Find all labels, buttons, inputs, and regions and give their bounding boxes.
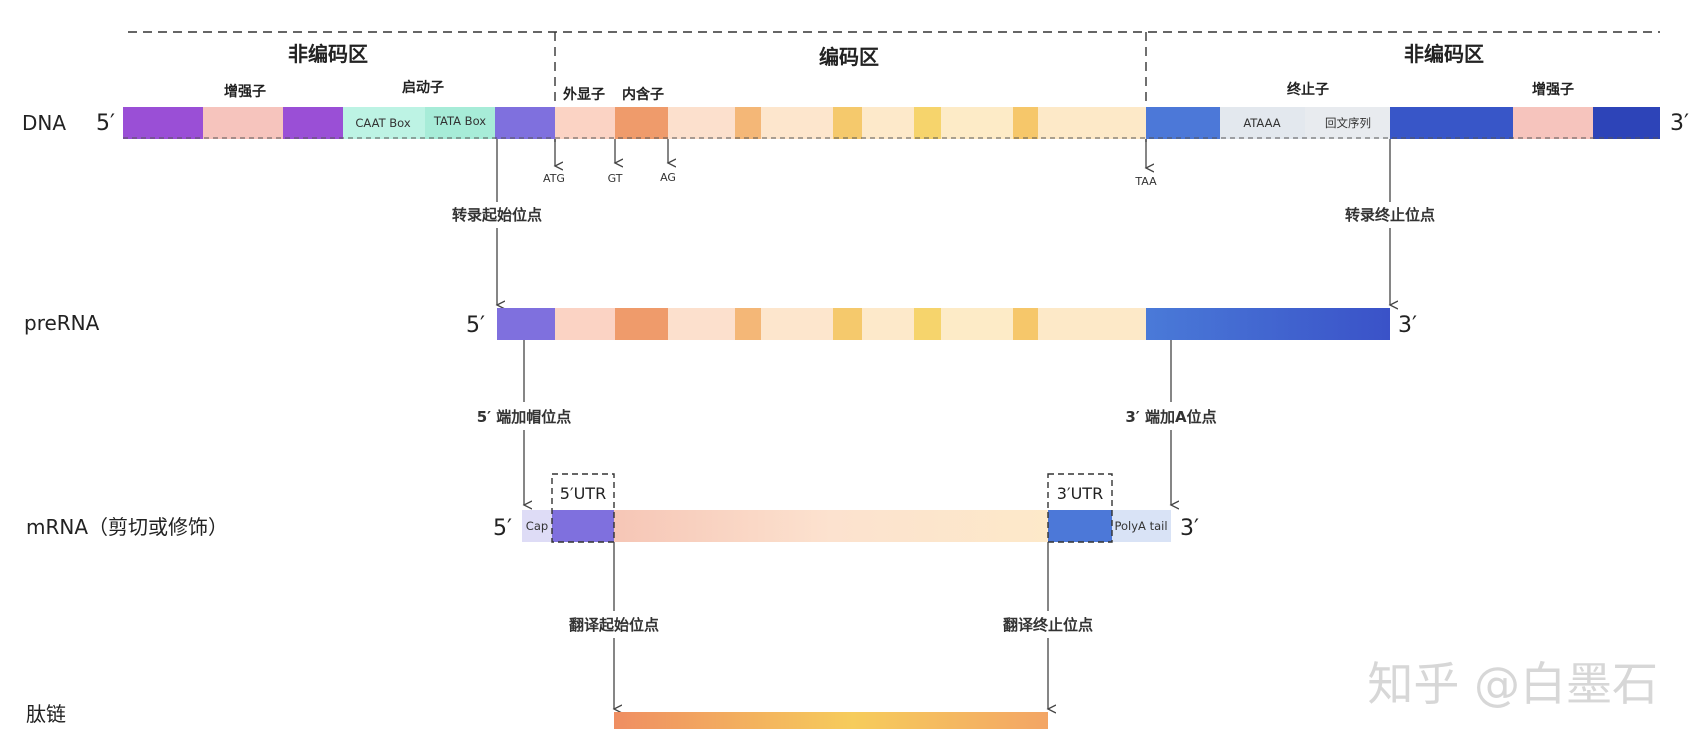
mrna-cap-segment (522, 510, 552, 542)
palindrome-label: 回文序列 (1325, 116, 1371, 130)
dna-segment-caat (343, 107, 425, 139)
tx-end-label-bg (1335, 202, 1445, 226)
cap-label: Cap (526, 519, 548, 533)
mrna-utr3-segment (1048, 510, 1112, 542)
prerna-three-prime: 3′ (1398, 313, 1417, 338)
prerna-segment-exon (1038, 308, 1146, 340)
dna-segment-exon (761, 107, 833, 139)
prerna-segment-exon (761, 308, 833, 340)
dna-segment-ataaa (1220, 107, 1305, 139)
tx-end-label: 转录终止位点 (1345, 206, 1435, 224)
utr5-box (551, 473, 615, 543)
taa-label: TAA (1134, 175, 1157, 188)
ag-label: AG (660, 171, 676, 184)
dna-segment-purple (283, 107, 343, 139)
tl-start-label: 翻译起始位点 (569, 616, 659, 634)
prerna-segment-intron (914, 308, 941, 340)
dna-five-prime: 5′ (96, 111, 115, 136)
dna-segment-exon (862, 107, 914, 139)
caat-box-label: CAAT Box (355, 116, 410, 130)
prerna-segment-exon (862, 308, 914, 340)
mrna-utr5-segment (552, 510, 614, 542)
row-label-prerna: preRNA (24, 311, 100, 335)
dna-segment-enhancer (203, 107, 283, 139)
row-label-mrna: mRNA（剪切或修饰） (26, 515, 228, 539)
prerna-segment-intron (615, 308, 668, 340)
dna-segment-deep-blue (1593, 107, 1660, 139)
dna-segment-blue (1390, 107, 1513, 139)
utr5-label: 5′UTR (560, 484, 606, 503)
dna-segment-tata (425, 107, 495, 139)
tl-end-label: 翻译终止位点 (1003, 616, 1093, 634)
row-label-peptide: 肽链 (26, 702, 66, 726)
region-right-label: 非编码区 (1404, 42, 1484, 66)
dna-segment-intron (615, 107, 668, 139)
watermark: 知乎 @白墨石 (1367, 657, 1658, 711)
prerna-strand (497, 308, 1390, 340)
polya-site-label-bg (1105, 405, 1237, 429)
ataaa-label: ATAAA (1243, 116, 1280, 130)
terminator-label: 终止子 (1287, 81, 1329, 98)
intron-label: 内含子 (622, 86, 664, 103)
exon-label: 外显子 (563, 86, 605, 103)
row-label-dna: DNA (22, 111, 66, 135)
cap-site-label: 5′ 端加帽位点 (477, 408, 572, 426)
prerna-segment-blue (1146, 308, 1390, 340)
dna-segment-intron (1013, 107, 1038, 139)
dna-segment-blue (1146, 107, 1220, 139)
dna-segment-violet (495, 107, 555, 139)
utr3-box (1047, 473, 1113, 543)
promoter-label: 启动子 (402, 79, 444, 96)
dna-three-prime: 3′ (1670, 111, 1689, 136)
mrna-three-prime: 3′ (1180, 516, 1199, 541)
mrna-strand (522, 510, 1171, 542)
cap-site-label-bg (460, 405, 588, 429)
dna-segment-intron (735, 107, 761, 139)
dna-segment-intron (914, 107, 941, 139)
dna-segment-exon (1038, 107, 1146, 139)
mrna-coding-segment (614, 510, 1048, 542)
region-middle-label: 编码区 (819, 45, 879, 69)
dna-segment-purple (123, 107, 203, 139)
dna-segment-palindrome (1305, 107, 1390, 139)
dna-segment-intron (833, 107, 862, 139)
dna-segment-enhancer (1513, 107, 1593, 139)
mrna-polya-segment (1112, 510, 1171, 542)
prerna-segment-intron (735, 308, 761, 340)
tx-start-label: 转录起始位点 (452, 206, 542, 224)
utr3-label: 3′UTR (1057, 484, 1103, 503)
tl-end-label-bg (990, 612, 1106, 636)
atg-label: ATG (543, 172, 565, 185)
polya-site-label: 3′ 端加A位点 (1125, 408, 1216, 426)
dna-segment-exon (941, 107, 1013, 139)
tx-start-label-bg (443, 202, 553, 226)
tata-box-label: TATA Box (433, 114, 486, 128)
mrna-five-prime: 5′ (493, 516, 512, 541)
dna-segment-exon (555, 107, 615, 139)
prerna-segment-intron (1013, 308, 1038, 340)
enhancer-left-label: 增强子 (224, 83, 266, 100)
polya-label: PolyA tail (1114, 519, 1167, 533)
region-left-label: 非编码区 (288, 42, 368, 66)
peptide-chain (614, 712, 1048, 729)
tl-start-label-bg (556, 612, 672, 636)
prerna-five-prime: 5′ (466, 313, 485, 338)
prerna-segment-exon (668, 308, 735, 340)
prerna-segment-violet (497, 308, 555, 340)
gt-label: GT (608, 172, 623, 185)
prerna-segment-exon (555, 308, 615, 340)
prerna-segment-intron (833, 308, 862, 340)
enhancer-right-label: 增强子 (1532, 81, 1574, 98)
dna-strand (123, 107, 1660, 139)
dna-segment-exon (668, 107, 735, 139)
prerna-segment-exon (941, 308, 1013, 340)
